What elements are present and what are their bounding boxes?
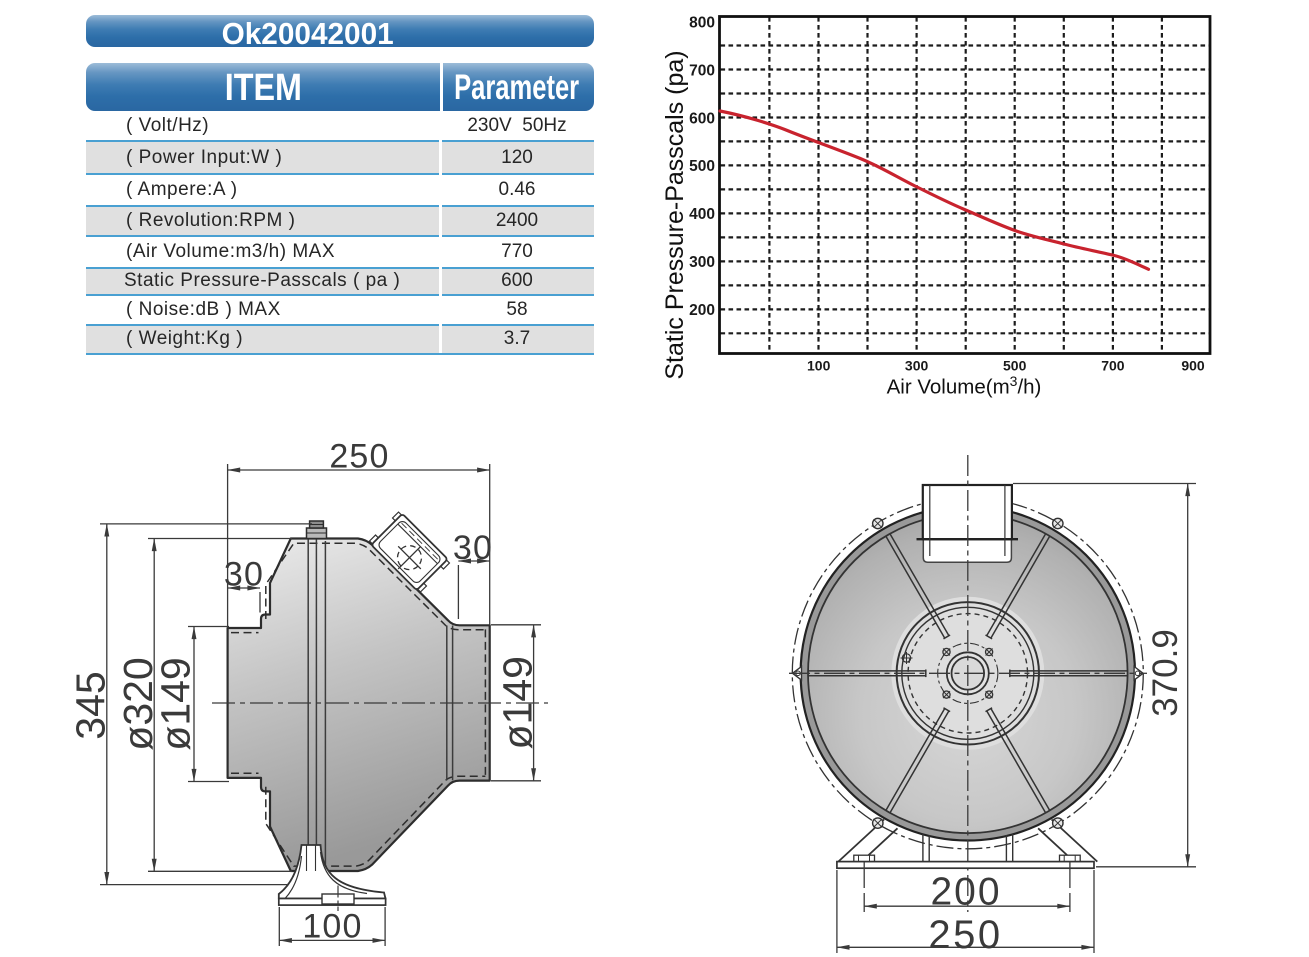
svg-text:ø149: ø149	[495, 656, 541, 749]
svg-text:30: 30	[453, 529, 493, 567]
svg-text:200: 200	[930, 871, 1001, 914]
svg-text:300: 300	[689, 254, 715, 271]
svg-text:100: 100	[807, 358, 831, 374]
svg-text:500: 500	[1003, 358, 1027, 374]
svg-text:700: 700	[689, 62, 715, 79]
svg-text:370.9: 370.9	[1146, 629, 1185, 717]
svg-text:300: 300	[905, 358, 929, 374]
svg-text:250: 250	[928, 913, 1002, 957]
svg-text:400: 400	[689, 206, 715, 223]
svg-text:345: 345	[68, 671, 114, 739]
svg-text:700: 700	[1101, 358, 1125, 374]
svg-text:Air Volume(m3/h): Air Volume(m3/h)	[887, 373, 1042, 399]
svg-text:30: 30	[224, 556, 264, 594]
svg-text:250: 250	[329, 438, 389, 476]
svg-text:900: 900	[1181, 358, 1205, 374]
svg-text:100: 100	[302, 908, 362, 946]
svg-text:Static Pressure-Passcals (pa): Static Pressure-Passcals (pa)	[661, 50, 689, 379]
svg-text:800: 800	[689, 14, 715, 31]
svg-text:200: 200	[689, 302, 715, 319]
svg-text:500: 500	[689, 158, 715, 175]
svg-text:ø320: ø320	[115, 657, 161, 750]
svg-text:600: 600	[689, 110, 715, 127]
svg-text:ø149: ø149	[153, 657, 199, 750]
